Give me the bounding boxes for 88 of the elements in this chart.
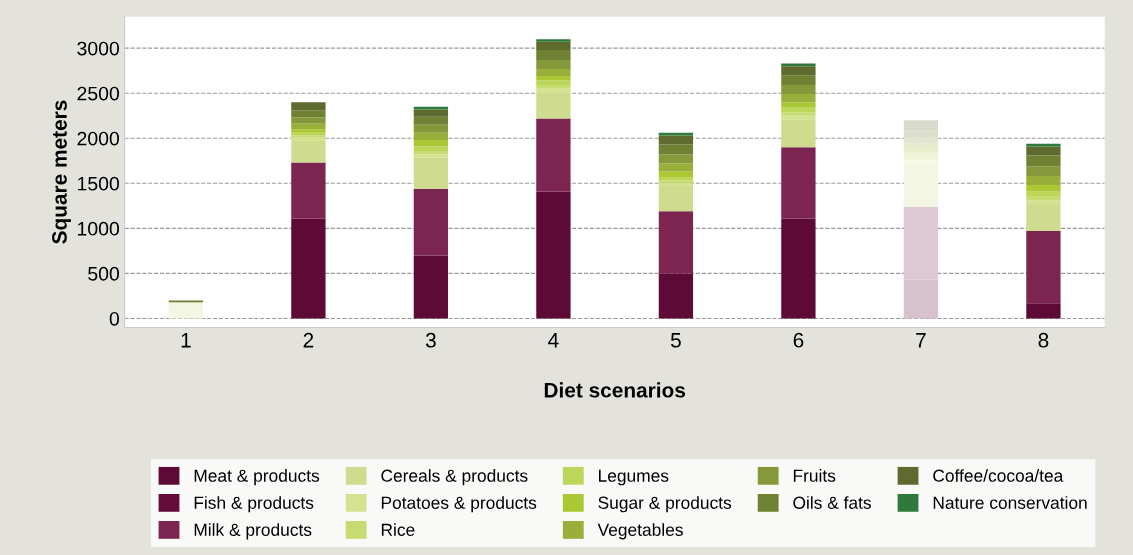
x-tick-label: 6	[793, 332, 804, 348]
bar	[658, 273, 694, 319]
bar	[658, 144, 694, 155]
legend-label: Potatoes & products	[381, 496, 537, 513]
bar	[413, 255, 449, 319]
x-tick-label: 2	[303, 332, 314, 348]
legend-label: Coffee/cocoa/tea	[933, 469, 1064, 482]
bar	[781, 119, 816, 148]
y-tick-label: 500	[88, 266, 120, 281]
y-tick-label: 2000	[77, 131, 120, 146]
bar	[781, 94, 816, 103]
bar	[536, 59, 571, 69]
bar	[781, 107, 816, 113]
bar	[781, 66, 816, 76]
y-tick-label: 3000	[77, 41, 120, 56]
legend-label: Vegetables	[597, 523, 683, 540]
y-tick-label: 1000	[78, 221, 120, 236]
x-axis-title: Diet scenarios	[544, 382, 686, 398]
y-tick-label: 1500	[78, 176, 120, 191]
x-tick-label: 3	[425, 332, 436, 348]
bar	[413, 116, 449, 125]
legend-label: Legumes	[599, 469, 669, 486]
legend-label: Fruits	[793, 469, 836, 482]
legend-label: Sugar & products	[598, 496, 732, 513]
bar	[291, 110, 326, 118]
bar	[413, 124, 449, 133]
bar	[413, 132, 449, 141]
bar	[781, 147, 816, 219]
bar	[536, 80, 571, 86]
bar	[658, 171, 694, 177]
bar	[1026, 303, 1061, 319]
bar	[658, 186, 694, 212]
bar	[536, 76, 571, 81]
bar	[1026, 155, 1061, 167]
bar	[781, 218, 816, 319]
y-tick-label: 2500	[77, 86, 120, 101]
bar	[536, 39, 571, 42]
bar	[658, 132, 694, 136]
bar	[536, 118, 571, 192]
bar	[291, 123, 326, 130]
bar	[781, 112, 816, 116]
x-tick-label: 1	[181, 333, 191, 348]
bar	[1026, 231, 1061, 304]
bar	[903, 163, 939, 207]
bar	[413, 188, 449, 256]
bar	[536, 68, 571, 77]
bar	[291, 102, 326, 111]
bar	[413, 140, 449, 147]
legend-label: Nature conservation	[933, 496, 1087, 509]
bar	[1026, 185, 1061, 192]
bar	[1026, 166, 1061, 177]
bar	[536, 41, 571, 50]
bar	[658, 211, 694, 274]
bar	[413, 146, 449, 151]
legend-label: Oils & fats	[793, 496, 871, 509]
legend-label: Meat & products	[194, 469, 320, 486]
bar	[413, 157, 449, 189]
bar	[1026, 176, 1061, 186]
bar	[781, 85, 816, 95]
legend-label: Cereals & products	[381, 469, 528, 486]
bar	[291, 218, 326, 319]
legend-label: Milk & products	[194, 523, 312, 540]
legend-label: Fish & products	[194, 496, 314, 513]
bar	[781, 102, 816, 108]
x-tick-label: 8	[1038, 332, 1049, 348]
bar	[291, 162, 326, 219]
bar	[536, 49, 571, 60]
y-tick-label: 0	[109, 311, 120, 326]
bar	[1026, 191, 1061, 197]
bar	[413, 109, 449, 117]
bar	[1026, 204, 1061, 232]
x-tick-label: 5	[670, 333, 681, 348]
bar	[168, 303, 204, 319]
bar	[781, 63, 816, 67]
bar	[291, 140, 326, 163]
y-axis-title: Square meters	[52, 100, 71, 244]
x-tick-label: 7	[916, 333, 926, 348]
bar	[291, 117, 326, 124]
bar	[536, 85, 571, 89]
bar	[536, 191, 571, 319]
legend-label: Rice	[381, 523, 415, 536]
x-tick-label: 4	[548, 333, 559, 348]
bar	[658, 154, 694, 164]
bar	[658, 163, 694, 172]
bar	[658, 135, 694, 145]
bar	[536, 92, 571, 119]
bar	[781, 75, 816, 86]
bar	[1026, 146, 1061, 156]
